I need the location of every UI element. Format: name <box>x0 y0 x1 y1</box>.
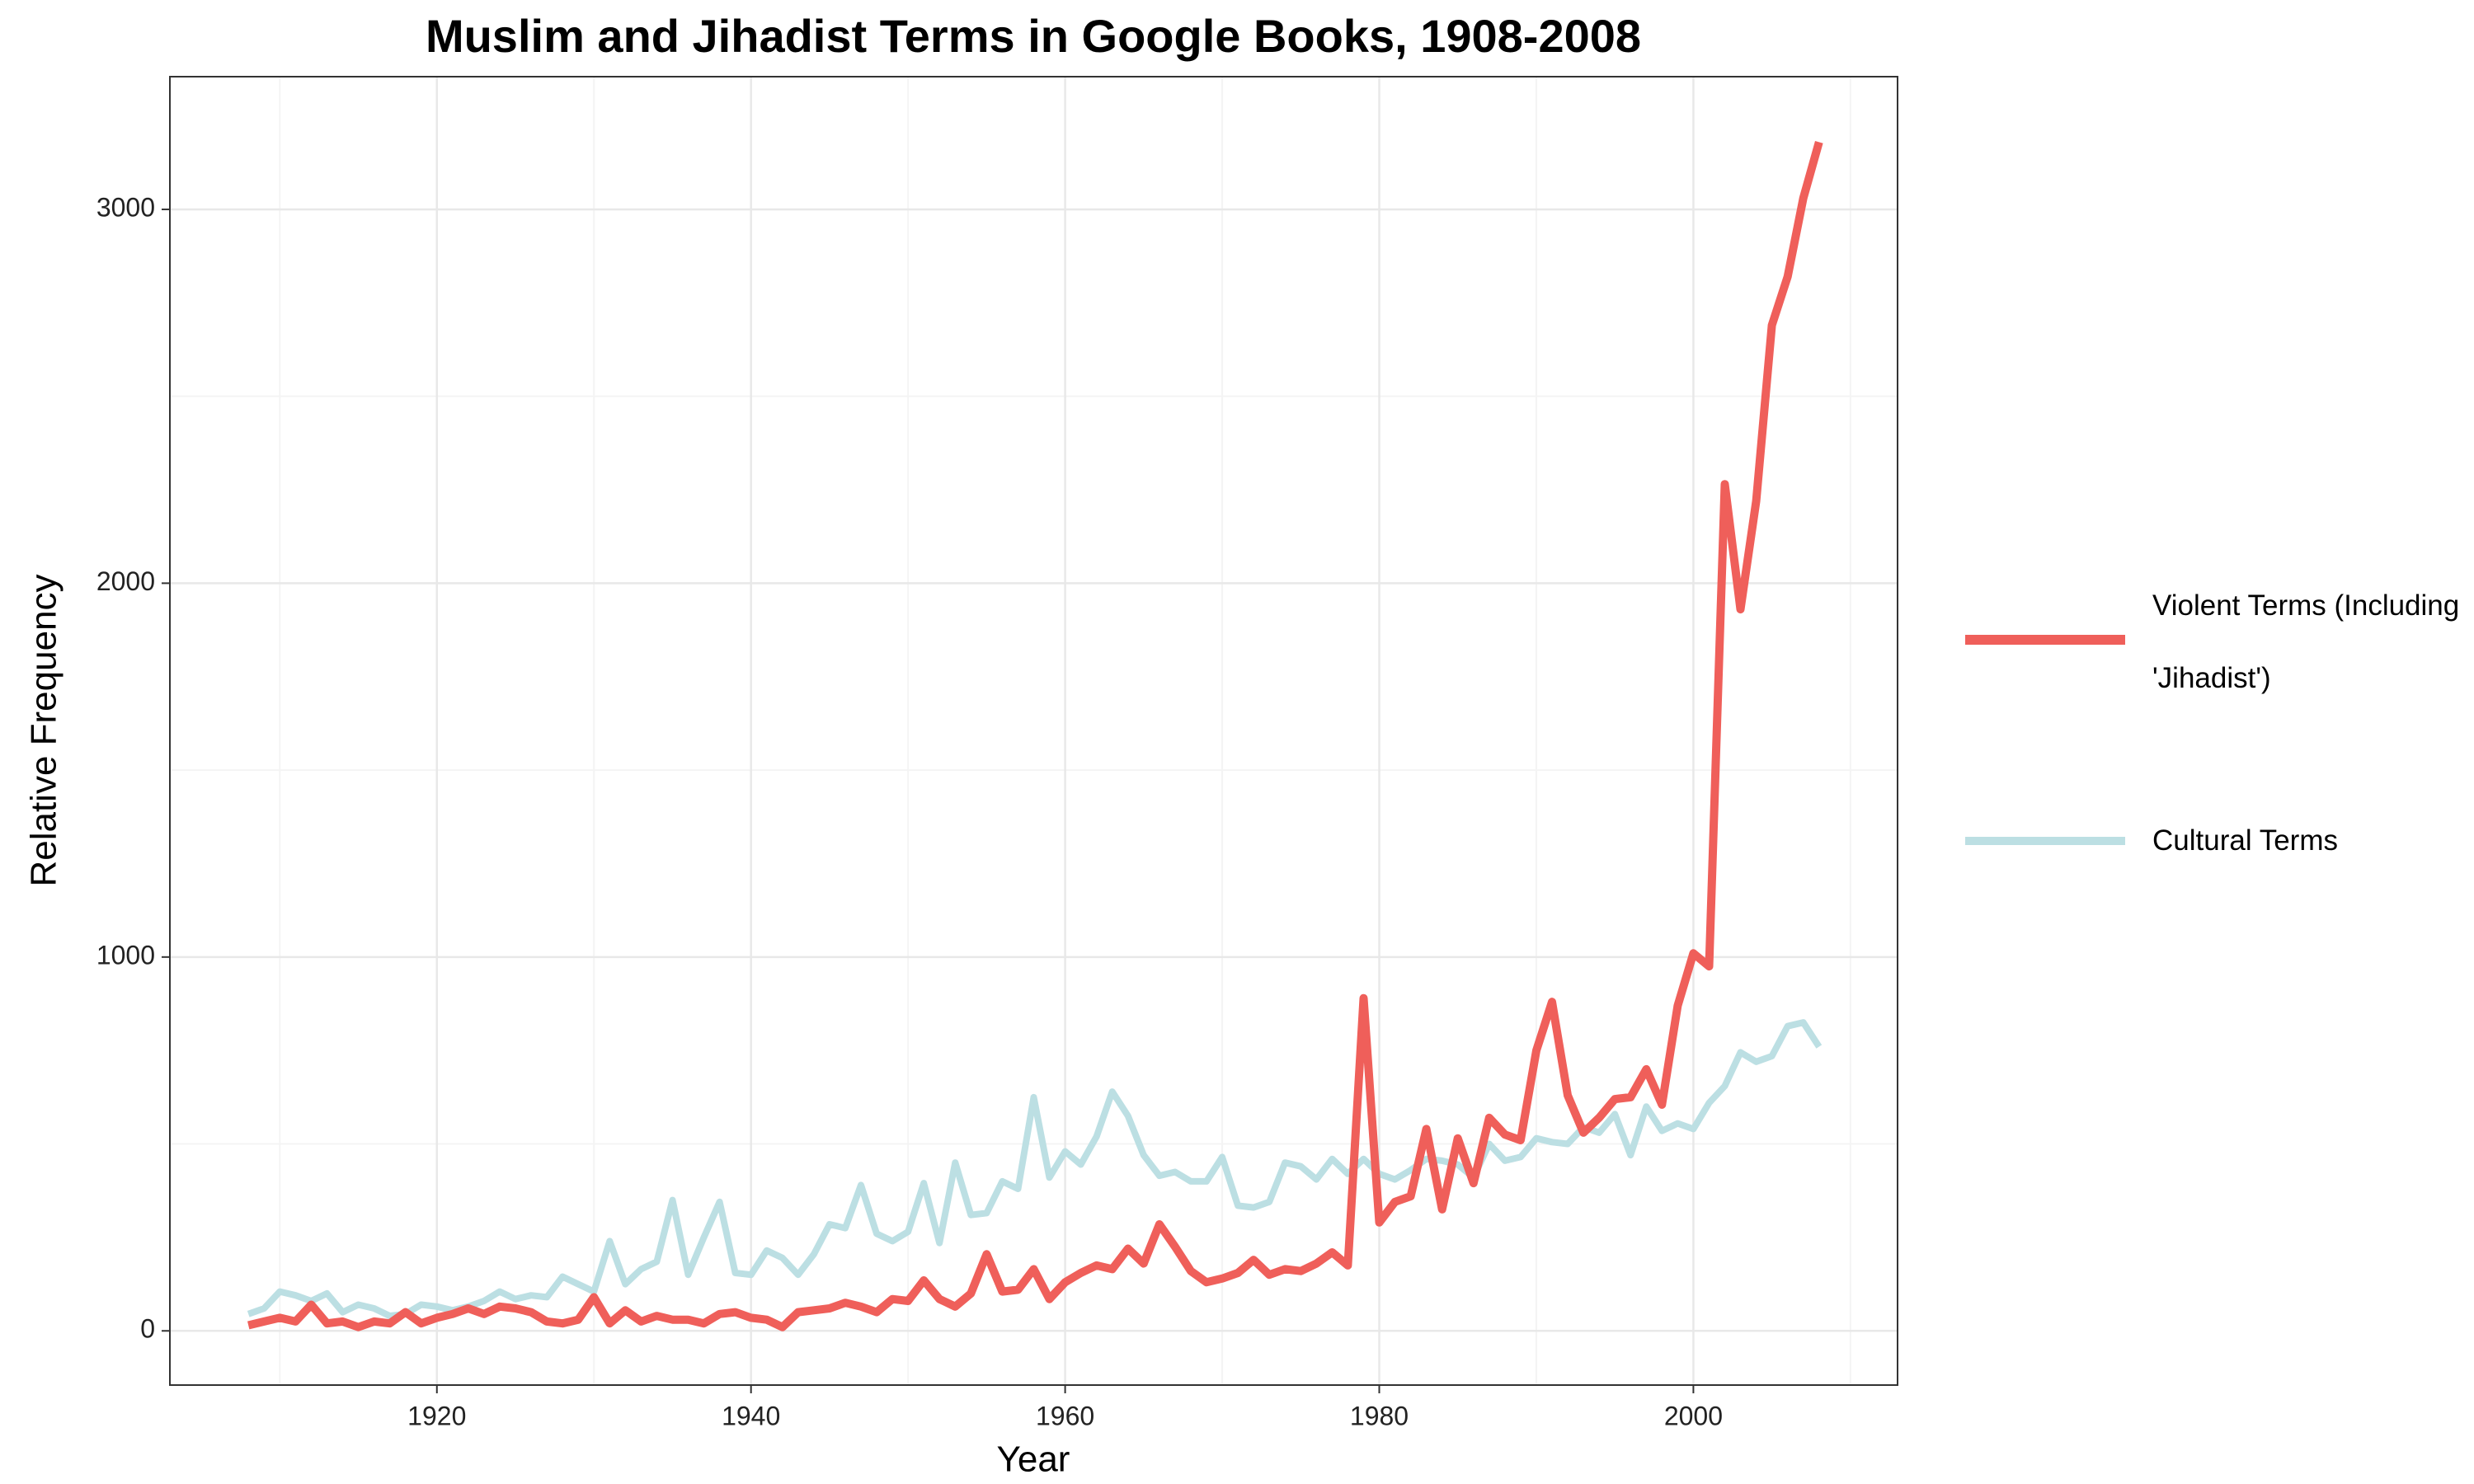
x-tick-label: 2000 <box>1664 1401 1723 1430</box>
y-axis-title: Relative Frequency <box>24 574 64 886</box>
panel-border <box>169 76 1898 1386</box>
x-tick-label: 1940 <box>722 1401 780 1430</box>
y-tick-label: 0 <box>140 1314 155 1344</box>
series-line <box>247 141 1823 1331</box>
y-tick-label: 2000 <box>96 566 155 596</box>
x-axis-title: Year <box>997 1439 1070 1480</box>
chart-title: Muslim and Jihadist Terms in Google Book… <box>426 10 1641 62</box>
x-tick-label: 1920 <box>407 1401 466 1430</box>
y-tick-label: 3000 <box>96 192 155 222</box>
series-line <box>247 1019 1823 1320</box>
x-tick-label: 1980 <box>1350 1401 1409 1430</box>
grid <box>170 77 1898 1385</box>
legend-label: Violent Terms (Including 'Jihadist') <box>2152 589 2460 694</box>
legend-label: Cultural Terms <box>2152 824 2338 857</box>
y-tick-label: 1000 <box>96 940 155 970</box>
x-tick-label: 1960 <box>1036 1401 1094 1430</box>
